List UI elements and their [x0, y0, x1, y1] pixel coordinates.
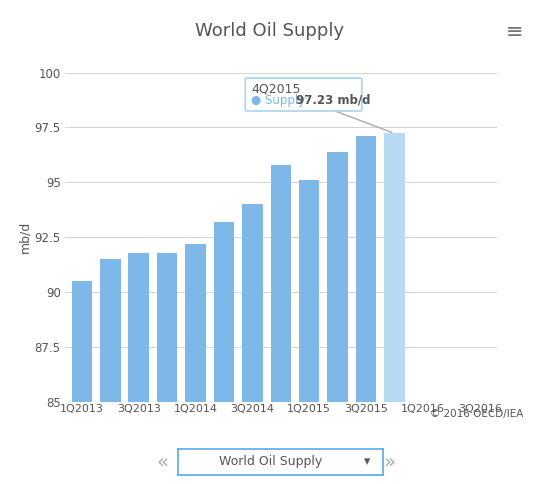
Bar [157, 253, 177, 402]
Bar [214, 222, 234, 402]
Text: »: » [383, 453, 395, 472]
Bar [327, 151, 348, 402]
Text: «: « [156, 453, 168, 472]
Text: ▾: ▾ [364, 455, 370, 469]
Bar [242, 204, 262, 402]
Bar [185, 244, 206, 402]
Text: ● Supply:: ● Supply: [251, 93, 312, 106]
Text: 4Q2015: 4Q2015 [251, 82, 300, 95]
Bar [100, 259, 120, 402]
Text: World Oil Supply: World Oil Supply [219, 455, 322, 469]
Bar [384, 134, 404, 402]
Bar [129, 253, 149, 402]
FancyBboxPatch shape [245, 78, 362, 111]
Text: © 2016 OECD/IEA: © 2016 OECD/IEA [430, 409, 524, 419]
Y-axis label: mb/d: mb/d [19, 221, 32, 253]
Text: World Oil Supply: World Oil Supply [195, 22, 345, 40]
Bar [299, 180, 320, 402]
Text: ≡: ≡ [507, 22, 524, 42]
Bar [72, 281, 92, 402]
Bar [356, 136, 376, 402]
Bar [271, 165, 291, 402]
Text: 97.23 mb/d: 97.23 mb/d [296, 93, 371, 106]
